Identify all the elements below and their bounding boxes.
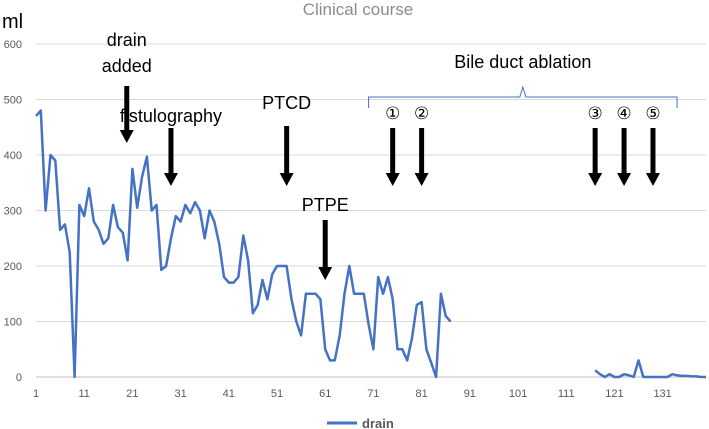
y-tick-300: 300	[4, 206, 22, 218]
y-tick-0: 0	[16, 372, 22, 384]
drain-added-arrow-shaft	[124, 86, 130, 131]
ablation-marker-5-arrow-shaft	[650, 128, 656, 174]
y-axis-unit-label: ml	[2, 11, 23, 33]
ablation-marker-4-label: ④	[616, 104, 631, 123]
drain-line-segment-2	[594, 359, 706, 379]
drain-added-label: drain	[107, 30, 147, 50]
ablation-marker-4-arrow-shaft	[621, 128, 627, 174]
ptcd-label: PTCD	[262, 93, 311, 113]
x-tick-31: 31	[174, 388, 186, 400]
ptcd-arrow-head	[279, 173, 294, 186]
legend-drain-label: drain	[362, 416, 394, 429]
ablation-marker-5-label: ⑤	[645, 104, 660, 123]
fistulography-arrow-head	[163, 173, 178, 186]
ablation-marker-1-arrow-head	[385, 173, 400, 186]
x-tick-121: 121	[605, 388, 623, 400]
y-tick-200: 200	[4, 261, 22, 273]
x-tick-61: 61	[319, 388, 331, 400]
ptpe-arrow-head	[318, 267, 333, 280]
y-tick-400: 400	[4, 150, 22, 162]
ablation-marker-2-label: ②	[414, 104, 429, 123]
x-tick-131: 131	[653, 388, 671, 400]
x-tick-21: 21	[126, 388, 138, 400]
ablation-marker-4-arrow-head	[617, 173, 632, 186]
ablation-marker-5-arrow-head	[645, 173, 660, 186]
ptpe-label: PTPE	[302, 195, 349, 215]
y-tick-600: 600	[4, 39, 22, 51]
x-tick-111: 111	[558, 388, 575, 400]
legend: drain	[327, 416, 394, 429]
fistulography-arrow-shaft	[168, 128, 174, 174]
x-tick-11: 11	[78, 388, 89, 400]
ablation-marker-2-arrow-shaft	[419, 128, 425, 174]
event-annotations: drain added fistulography PTCD PTPE ① ② ③ ④ ⑤	[102, 30, 661, 280]
chart-title: Clinical course	[303, 0, 414, 19]
ablation-marker-1-arrow-shaft	[390, 128, 396, 174]
x-tick-91: 91	[464, 388, 476, 400]
drain-line-segment-1	[35, 109, 452, 379]
ablation-marker-3-arrow-head	[588, 173, 603, 186]
ablation-bracket-line	[368, 85, 678, 108]
y-tick-500: 500	[4, 95, 22, 107]
x-tick-71: 71	[367, 388, 379, 400]
ablation-marker-2-arrow-head	[414, 173, 429, 186]
gridlines	[36, 43, 706, 322]
ptcd-arrow-shaft	[284, 126, 290, 174]
y-axis-ticks: 0 100 200 300 400 500 600	[4, 39, 22, 384]
ablation-marker-3-arrow-shaft	[592, 128, 598, 174]
fistulography-label: fistulography	[120, 106, 222, 126]
ablation-marker-1-label: ①	[385, 104, 400, 123]
x-axis-ticks: 1 11 21 31 41 51 61 71 81 91 101 111 121 131	[33, 388, 672, 400]
x-tick-51: 51	[271, 388, 283, 400]
x-tick-81: 81	[415, 388, 427, 400]
bile-duct-ablation-label: Bile duct ablation	[454, 52, 591, 72]
x-tick-101: 101	[509, 388, 527, 400]
drain-series	[35, 109, 706, 379]
y-tick-100: 100	[4, 317, 22, 329]
drain-added-arrow-head	[119, 130, 134, 143]
drain-added-label: added	[102, 56, 152, 76]
x-tick-1: 1	[33, 388, 39, 400]
ablation-bracket: Bile duct ablation	[368, 52, 678, 108]
x-tick-41: 41	[223, 388, 235, 400]
ptpe-arrow-shaft	[322, 220, 328, 268]
ablation-marker-3-label: ③	[588, 104, 603, 123]
